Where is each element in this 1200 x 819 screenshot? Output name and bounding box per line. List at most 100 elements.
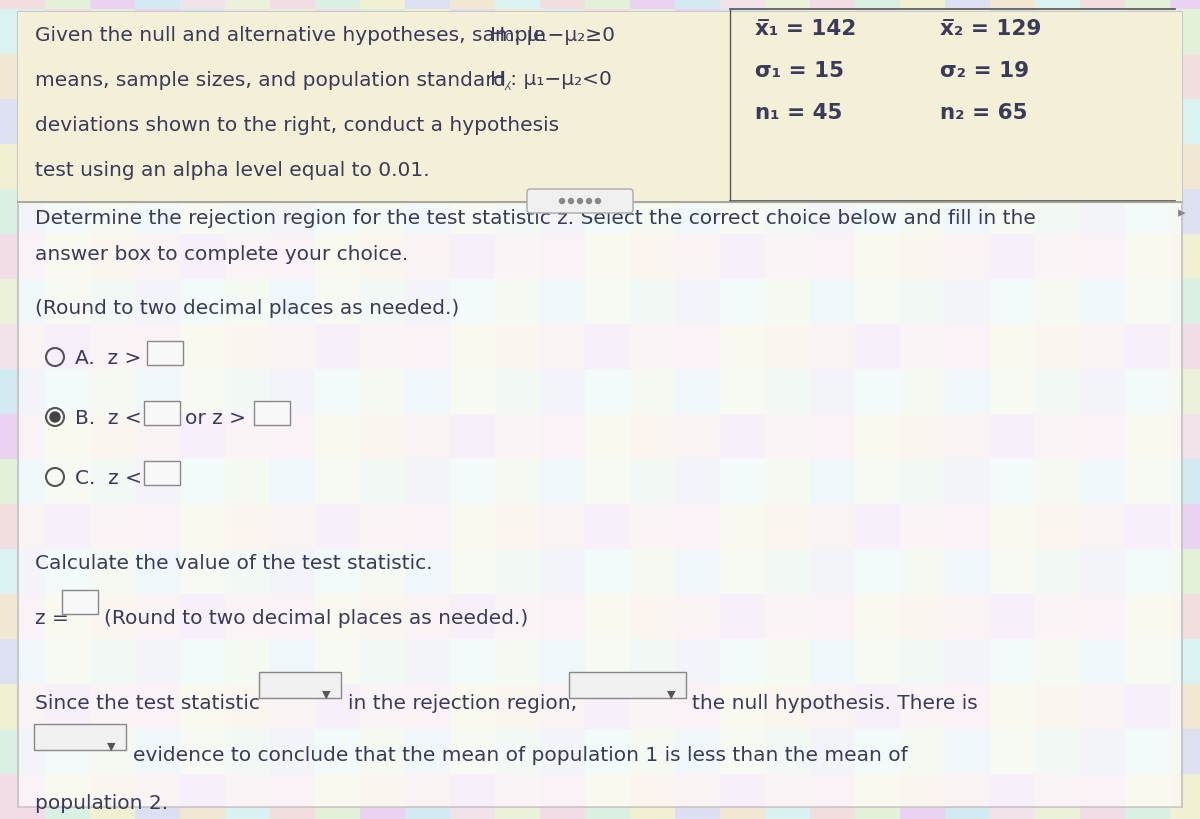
- Bar: [226, 549, 270, 594]
- Bar: [946, 549, 990, 594]
- Bar: [990, 414, 1034, 459]
- Bar: [586, 324, 630, 369]
- Bar: [1170, 594, 1181, 639]
- Bar: [1080, 279, 1126, 324]
- Bar: [946, 639, 990, 684]
- Bar: [766, 684, 810, 729]
- Bar: [586, 9, 630, 54]
- Bar: [990, 594, 1034, 639]
- Bar: [496, 369, 540, 414]
- Bar: [766, 279, 810, 324]
- Bar: [226, 459, 270, 504]
- Bar: [1080, 594, 1126, 639]
- Bar: [134, 234, 180, 279]
- Bar: [720, 459, 766, 504]
- Bar: [540, 729, 586, 774]
- Bar: [946, 204, 990, 234]
- Bar: [540, 279, 586, 324]
- Bar: [540, 324, 586, 369]
- Bar: [854, 729, 900, 774]
- Bar: [990, 504, 1034, 549]
- Bar: [766, 99, 810, 144]
- Bar: [720, 549, 766, 594]
- Bar: [450, 729, 496, 774]
- Bar: [450, 189, 496, 234]
- Bar: [990, 549, 1034, 594]
- Bar: [766, 234, 810, 279]
- Bar: [990, 639, 1034, 684]
- Text: n₂ = 65: n₂ = 65: [940, 103, 1027, 123]
- Bar: [900, 279, 946, 324]
- Bar: [450, 324, 496, 369]
- Bar: [946, 594, 990, 639]
- Bar: [540, 279, 586, 324]
- Bar: [46, 9, 90, 54]
- Bar: [90, 729, 134, 774]
- Bar: [90, 684, 134, 729]
- Bar: [46, 549, 90, 594]
- Bar: [586, 279, 630, 324]
- Bar: [766, 234, 810, 279]
- Bar: [674, 9, 720, 54]
- Bar: [720, 9, 766, 54]
- Bar: [406, 774, 450, 819]
- Bar: [1080, 234, 1126, 279]
- Bar: [586, 729, 630, 774]
- Bar: [496, 54, 540, 99]
- Bar: [630, 234, 674, 279]
- Bar: [1080, 594, 1126, 639]
- Bar: [496, 144, 540, 189]
- Text: ▼: ▼: [107, 742, 115, 752]
- Bar: [810, 99, 854, 144]
- Bar: [314, 279, 360, 324]
- Bar: [766, 729, 810, 774]
- Bar: [674, 369, 720, 414]
- Bar: [720, 0, 766, 9]
- Bar: [46, 459, 90, 504]
- Bar: [900, 234, 946, 279]
- Bar: [270, 549, 314, 594]
- Bar: [134, 504, 180, 549]
- Bar: [496, 684, 540, 729]
- Bar: [496, 594, 540, 639]
- Bar: [496, 279, 540, 324]
- Bar: [810, 324, 854, 369]
- Bar: [314, 549, 360, 594]
- Bar: [1126, 594, 1170, 639]
- Bar: [314, 324, 360, 369]
- Text: x̅₂ = 129: x̅₂ = 129: [940, 19, 1042, 39]
- Bar: [630, 639, 674, 684]
- Bar: [314, 54, 360, 99]
- Bar: [990, 99, 1034, 144]
- FancyBboxPatch shape: [254, 401, 290, 425]
- Bar: [360, 234, 406, 279]
- Circle shape: [50, 412, 60, 422]
- Bar: [990, 279, 1034, 324]
- Bar: [270, 279, 314, 324]
- Text: or z >: or z >: [185, 409, 246, 428]
- Bar: [134, 729, 180, 774]
- Bar: [674, 414, 720, 459]
- Bar: [406, 189, 450, 234]
- Bar: [766, 189, 810, 234]
- Bar: [810, 549, 854, 594]
- Bar: [270, 639, 314, 684]
- Bar: [90, 9, 134, 54]
- Bar: [270, 0, 314, 9]
- Bar: [0, 729, 46, 774]
- Bar: [450, 639, 496, 684]
- Bar: [766, 639, 810, 684]
- Bar: [270, 549, 314, 594]
- Bar: [586, 54, 630, 99]
- Bar: [586, 774, 630, 819]
- Bar: [0, 0, 46, 9]
- Bar: [810, 774, 854, 819]
- Bar: [360, 729, 406, 774]
- Bar: [854, 504, 900, 549]
- Bar: [406, 774, 450, 807]
- Bar: [134, 774, 180, 807]
- Bar: [720, 279, 766, 324]
- Bar: [450, 369, 496, 414]
- Bar: [314, 234, 360, 279]
- Bar: [134, 594, 180, 639]
